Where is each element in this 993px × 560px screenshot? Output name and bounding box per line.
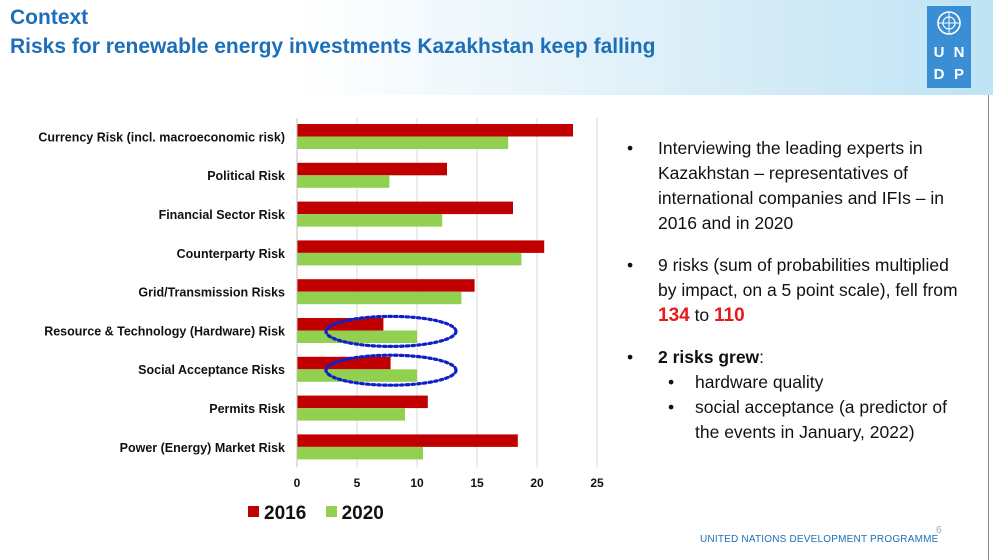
header-band: Context Risks for renewable energy inves… bbox=[0, 0, 993, 95]
sub-bullet-text: social acceptance (a predictor of the ev… bbox=[695, 397, 947, 442]
logo-letter-p: P bbox=[953, 66, 964, 83]
highlight-value-from: 134 bbox=[658, 305, 690, 326]
bullet-bold-text: 2 risks grew bbox=[658, 347, 760, 367]
sub-bullet-2: • social acceptance (a predictor of the e… bbox=[627, 395, 967, 445]
logo-letter-d: D bbox=[933, 66, 945, 83]
legend-label-2016: 2016 bbox=[264, 503, 307, 524]
category-label: Permits Risk bbox=[209, 402, 285, 416]
bar-2020 bbox=[297, 136, 509, 149]
legend-label-2020: 2020 bbox=[341, 503, 384, 524]
bullet-marker: • bbox=[627, 347, 634, 367]
risk-bar-chart: 0 5 10 15 20 25 Currency Risk (incl. macroecon… bbox=[38, 118, 604, 490]
undp-logo: U N D P bbox=[927, 6, 971, 88]
bullet-text-connector: to bbox=[689, 305, 715, 325]
section-title: Context bbox=[10, 6, 89, 29]
bar-2016 bbox=[297, 434, 518, 447]
x-tick-label: 15 bbox=[470, 476, 484, 490]
sub-bullet-text: hardware quality bbox=[695, 372, 824, 392]
bar-2020 bbox=[297, 175, 390, 188]
bullet-marker: • bbox=[668, 372, 675, 392]
bullet-item-3: • 2 risks grew: bbox=[627, 345, 967, 370]
bar-2020 bbox=[297, 291, 462, 305]
category-label: Currency Risk (incl. macroeconomic risk) bbox=[38, 130, 285, 144]
bar-2020 bbox=[297, 369, 417, 382]
category-label: Financial Sector Risk bbox=[159, 208, 285, 222]
highlight-value-to: 110 bbox=[714, 305, 745, 326]
x-tick-label: 20 bbox=[530, 476, 544, 490]
legend-swatch-2020 bbox=[325, 506, 337, 518]
bar-2016 bbox=[297, 201, 513, 215]
bar-2020 bbox=[297, 330, 417, 343]
bar-2016 bbox=[297, 162, 447, 176]
category-label: Social Acceptance Risks bbox=[138, 363, 285, 377]
bar-2020 bbox=[297, 214, 443, 227]
category-label: Counterparty Risk bbox=[177, 247, 285, 261]
bar-2020 bbox=[297, 252, 522, 266]
chart-legend: 2016 2020 bbox=[248, 503, 398, 525]
x-tick-label: 5 bbox=[354, 476, 361, 490]
bar-2020 bbox=[297, 408, 405, 421]
x-tick-label: 0 bbox=[294, 476, 301, 490]
bullet-text: 9 risks (sum of probabilities multiplied… bbox=[658, 255, 958, 300]
logo-letter-n: N bbox=[953, 44, 965, 61]
category-label: Power (Energy) Market Risk bbox=[120, 441, 285, 455]
x-tick-label: 10 bbox=[410, 476, 424, 490]
annotation-ellipse bbox=[324, 353, 458, 387]
bullet-text: Interviewing the leading experts in Kaza… bbox=[658, 138, 944, 233]
bar-2016 bbox=[297, 124, 573, 137]
page-number: 6 bbox=[936, 525, 942, 536]
page-title: Risks for renewable energy investments K… bbox=[10, 35, 656, 58]
sub-bullet-1: • hardware quality bbox=[627, 370, 967, 395]
bullet-marker: • bbox=[668, 397, 675, 417]
x-tick-label: 25 bbox=[590, 476, 604, 490]
legend-swatch-2016 bbox=[248, 506, 259, 518]
category-label: Resource & Technology (Hardware) Risk bbox=[44, 324, 285, 338]
slide-edge-line bbox=[988, 95, 989, 560]
bullet-text: : bbox=[759, 347, 765, 367]
logo-letter-u: U bbox=[933, 44, 945, 61]
bullet-marker: • bbox=[627, 138, 634, 158]
annotation-ellipse bbox=[324, 314, 458, 348]
bullet-item-1: • Interviewing the leading experts in Kaz… bbox=[627, 136, 967, 236]
un-emblem-icon bbox=[937, 11, 961, 35]
legend-item-2016: 2016 bbox=[248, 503, 306, 524]
bar-2020 bbox=[297, 446, 423, 460]
bar-2016 bbox=[297, 318, 384, 331]
bullet-item-2: • 9 risks (sum of probabilities multiplie… bbox=[627, 253, 967, 328]
category-label: Political Risk bbox=[207, 169, 285, 183]
footer-org-name: UNITED NATIONS DEVELOPMENT PROGRAMME bbox=[700, 534, 939, 545]
category-label: Grid/Transmission Risks bbox=[138, 286, 285, 300]
bar-2016 bbox=[297, 356, 391, 370]
bullet-marker: • bbox=[627, 255, 634, 275]
bar-2016 bbox=[297, 240, 545, 253]
bar-2016 bbox=[297, 395, 428, 409]
key-points-list: • Interviewing the leading experts in Kaz… bbox=[627, 136, 967, 445]
bar-2016 bbox=[297, 279, 475, 292]
legend-item-2020: 2020 bbox=[325, 503, 384, 524]
